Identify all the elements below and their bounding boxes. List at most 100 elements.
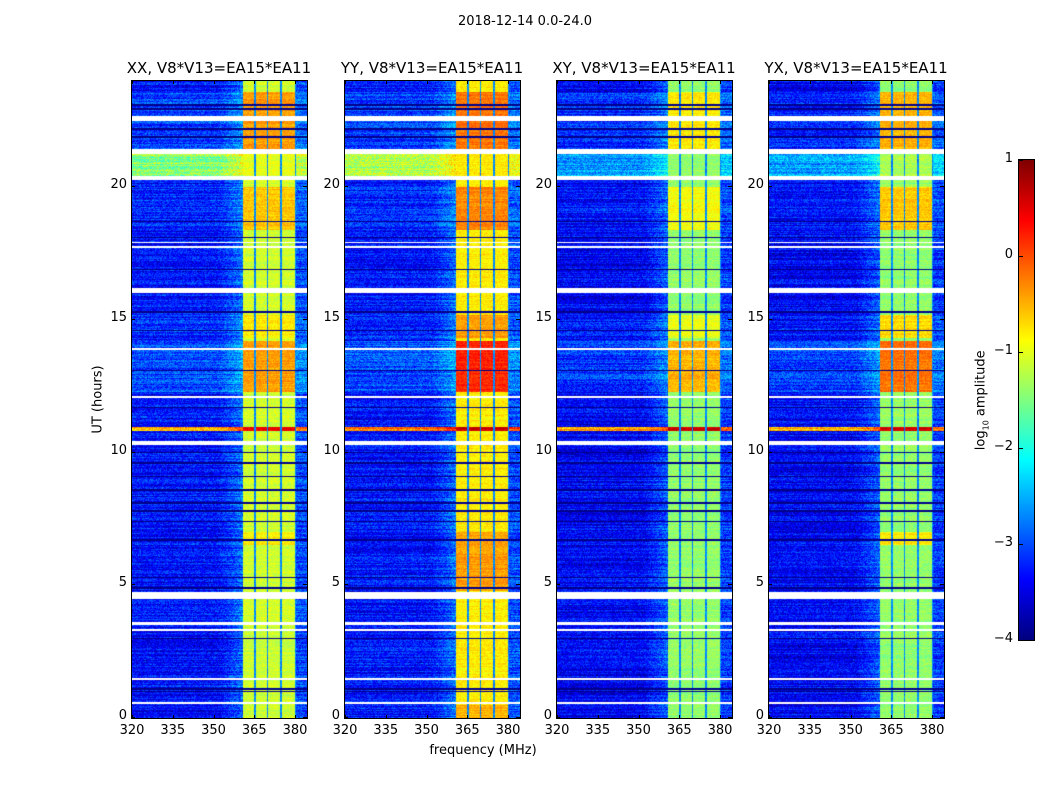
x-tick-label: 380	[707, 723, 733, 738]
x-tick-mark	[720, 715, 722, 719]
x-tick-label: 350	[626, 723, 651, 738]
y-tick-mark	[303, 451, 307, 453]
x-tick-mark	[809, 80, 811, 84]
y-tick-mark	[940, 186, 944, 188]
y-tick-mark	[728, 717, 732, 718]
y-tick-label: 20	[110, 177, 127, 193]
y-tick-label: 0	[543, 708, 552, 723]
x-tick-mark	[172, 715, 174, 719]
colorbar-tick-mark	[1019, 544, 1023, 545]
heatmap-image	[557, 81, 732, 718]
colorbar-tick-mark	[1019, 352, 1023, 353]
x-tick-mark	[295, 715, 297, 719]
colorbar-tick-mark	[1019, 256, 1023, 257]
x-tick-mark	[508, 80, 510, 84]
x-tick-mark	[345, 80, 346, 84]
colorbar-tick-label: −1	[993, 343, 1013, 358]
heatmap-panel	[131, 80, 308, 719]
y-tick-label: 5	[331, 575, 340, 591]
y-tick-label: 15	[747, 309, 764, 325]
panel-title: YY, V8*V13=EA15*EA11	[340, 59, 524, 77]
y-tick-mark	[940, 318, 944, 320]
x-tick-mark	[172, 80, 174, 84]
x-axis-label: frequency (MHz)	[429, 743, 537, 758]
y-tick-mark	[516, 451, 520, 453]
y-tick-mark	[768, 318, 772, 320]
heatmap-panel	[344, 80, 521, 719]
x-tick-mark	[638, 80, 640, 84]
x-tick-mark	[809, 715, 811, 719]
x-tick-mark	[850, 715, 852, 719]
y-tick-mark	[344, 451, 348, 453]
x-tick-mark	[638, 715, 640, 719]
y-tick-mark	[303, 717, 307, 718]
chart-suptitle: 2018-12-14 0.0-24.0	[458, 14, 592, 29]
x-tick-label: 365	[454, 723, 480, 738]
colorbar-tick-mark	[1019, 160, 1023, 161]
y-tick-label: 15	[110, 309, 127, 325]
x-tick-label: 320	[119, 723, 145, 738]
y-tick-label: 15	[323, 309, 340, 325]
x-tick-mark	[254, 80, 256, 84]
y-tick-mark	[516, 318, 520, 320]
y-tick-mark	[768, 717, 772, 718]
x-tick-mark	[508, 715, 510, 719]
x-tick-label: 380	[495, 723, 521, 738]
y-tick-mark	[131, 318, 135, 320]
y-tick-label: 5	[543, 575, 552, 591]
x-tick-mark	[426, 715, 428, 719]
x-tick-label: 320	[544, 723, 570, 738]
y-tick-mark	[303, 186, 307, 188]
y-tick-mark	[556, 451, 560, 453]
y-tick-mark	[768, 584, 772, 586]
heatmap-panel	[556, 80, 733, 719]
x-tick-label: 365	[241, 723, 267, 738]
y-tick-mark	[131, 186, 135, 188]
x-tick-label: 335	[797, 723, 823, 738]
y-tick-mark	[556, 318, 560, 320]
y-tick-label: 20	[535, 177, 552, 193]
heatmap-image	[769, 81, 944, 718]
x-tick-label: 380	[282, 723, 308, 738]
y-tick-label: 10	[323, 442, 340, 458]
y-tick-mark	[768, 451, 772, 453]
colorbar-tick-label: 0	[1004, 247, 1013, 262]
heatmap-image	[132, 81, 307, 718]
heatmap-image	[345, 81, 520, 718]
x-tick-label: 335	[373, 723, 399, 738]
y-tick-mark	[344, 584, 348, 586]
x-tick-mark	[213, 715, 215, 719]
x-tick-label: 335	[160, 723, 186, 738]
y-tick-mark	[556, 584, 560, 586]
y-tick-label: 0	[755, 708, 764, 723]
y-tick-mark	[940, 717, 944, 718]
y-tick-label: 10	[110, 442, 127, 458]
colorbar-tick-label: −3	[993, 535, 1013, 550]
y-tick-mark	[728, 318, 732, 320]
y-tick-label: 5	[118, 575, 127, 591]
y-axis-label: UT (hours)	[90, 365, 106, 434]
y-tick-label: 20	[323, 177, 340, 193]
x-tick-mark	[679, 80, 681, 84]
x-tick-mark	[891, 715, 893, 719]
x-tick-label: 365	[666, 723, 692, 738]
x-tick-mark	[597, 715, 599, 719]
y-tick-mark	[728, 584, 732, 586]
x-tick-label: 350	[201, 723, 226, 738]
y-tick-mark	[344, 717, 348, 718]
y-tick-label: 5	[755, 575, 764, 591]
x-tick-label: 350	[838, 723, 863, 738]
colorbar-gradient	[1019, 160, 1034, 640]
y-tick-mark	[768, 186, 772, 188]
y-tick-mark	[303, 318, 307, 320]
x-tick-mark	[891, 80, 893, 84]
x-tick-label: 335	[585, 723, 611, 738]
y-tick-label: 10	[535, 442, 552, 458]
x-tick-label: 380	[919, 723, 945, 738]
x-tick-label: 320	[756, 723, 782, 738]
x-tick-mark	[213, 80, 215, 84]
heatmap-panel	[768, 80, 945, 719]
colorbar-tick-label: −4	[993, 631, 1013, 646]
x-tick-mark	[467, 715, 469, 719]
x-tick-mark	[932, 715, 934, 719]
